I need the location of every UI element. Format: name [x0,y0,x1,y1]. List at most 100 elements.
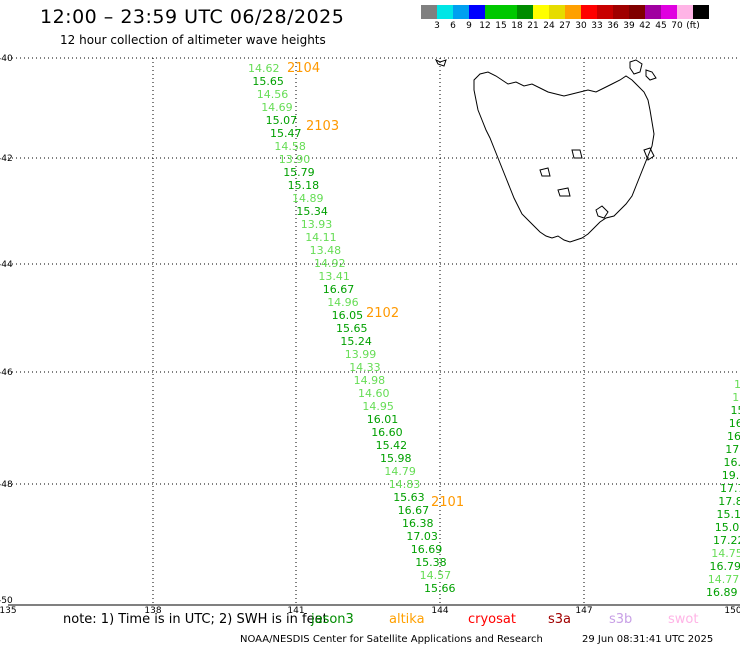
wave-height-value: 14.33 [349,361,381,374]
wave-height-value: 15 [731,404,740,417]
wave-height-value: 1 [732,391,739,404]
colorbar-swatch [629,5,645,19]
wave-height-value: 14.62 [248,62,280,75]
wave-height-value: 16.89 [706,586,738,599]
longitude-label: 138 [144,606,161,616]
latitude-label: -48 [0,480,13,490]
wave-height-value: 15.07 [266,114,298,127]
colorbar-swatch [437,5,453,19]
wave-height-value: 16.05 [332,309,364,322]
wave-height-value: 14.98 [354,374,386,387]
map-title: 12:00 – 23:59 UTC 06/28/2025 [40,6,345,28]
colorbar-swatch [469,5,485,19]
wave-height-value: 14.83 [389,478,421,491]
colorbar-label: 42 [639,21,651,31]
wave-height-value: 15.65 [336,322,368,335]
wave-height-value: 13.99 [345,348,377,361]
latitude-label: -50 [0,596,13,606]
wave-height-colorbar: 3 6 9 12 15 18 21 24 27 30 33 36 39 42 45 70 (ft) [421,5,709,33]
colorbar-swatches [421,5,709,19]
wave-height-value: 16.79 [710,560,740,573]
colorbar-swatch [453,5,469,19]
wave-height-value: 16. [724,456,740,469]
colorbar-label: 70 [671,21,683,31]
latitude-label: -42 [0,154,13,164]
pass-label: 2104 [287,61,320,76]
wave-height-value: 15.34 [296,205,328,218]
east-track-values: 1115161617.16.19.317.717.815.115.017.221… [706,378,740,599]
colorbar-swatch [501,5,517,19]
wave-height-value: 16.67 [323,283,355,296]
wave-height-value: 15.18 [288,179,320,192]
colorbar-swatch [421,5,437,19]
wave-height-value: 15.65 [252,75,284,88]
colorbar-label: 24 [543,21,555,31]
legend-item-cryosat: cryosat [468,612,516,627]
wave-height-value: 14.58 [274,140,306,153]
colorbar-label: 30 [575,21,587,31]
graticule [8,57,740,605]
wave-height-value: 19.3 [722,469,740,482]
jason3-track-values: 14.6215.6514.5614.6915.0715.4714.5813.90… [248,62,456,595]
pass-number-labels: 2104 2103 2102 2101 [287,61,464,510]
wave-height-value: 16.60 [371,426,403,439]
wave-height-value: 16.69 [411,543,443,556]
colorbar-label: 15 [495,21,507,31]
longitude-label: 150 [724,606,740,616]
colorbar-swatch [597,5,613,19]
colorbar-label: 36 [607,21,619,31]
wave-height-value: 14.77 [708,573,740,586]
colorbar-label: 45 [655,21,667,31]
wave-height-value: 13.90 [279,153,311,166]
wave-height-value: 16 [729,417,740,430]
colorbar-swatch [533,5,549,19]
wave-height-value: 15.47 [270,127,302,140]
latitude-label: -40 [0,54,13,64]
colorbar-label: 3 [434,21,440,31]
pass-label: 2103 [306,119,339,134]
wave-height-value: 14.56 [257,88,289,101]
colorbar-label: 21 [527,21,539,31]
longitude-labels: 135 138 141 144 147 150 [0,606,740,616]
colorbar-swatch [645,5,661,19]
wave-height-value: 16.38 [402,517,434,530]
credit-line: NOAA/NESDIS Center for Satellite Applica… [240,634,543,645]
wave-height-value: 17.8 [718,495,740,508]
wave-height-value: 15.0 [715,521,740,534]
wave-height-value: 14.75 [711,547,740,560]
wave-height-value: 14.96 [327,296,359,309]
wave-height-value: 15.38 [415,556,447,569]
generated-timestamp: 29 Jun 08:31:41 UTC 2025 [582,634,714,645]
colorbar-swatch [549,5,565,19]
wave-height-value: 14.11 [305,231,337,244]
pass-label: 2101 [431,495,464,510]
wave-height-value: 17.7 [720,482,740,495]
colorbar-label: 39 [623,21,635,31]
wave-height-value: 14.60 [358,387,390,400]
colorbar-swatch [677,5,693,19]
footer-note: note: 1) Time is in UTC; 2) SWH is in fe… [63,612,328,627]
colorbar-label: 9 [466,21,472,31]
latitude-labels: -40 -42 -44 -46 -48 -50 [0,54,13,606]
colorbar-label: 33 [591,21,603,31]
longitude-label: 144 [431,606,448,616]
colorbar-label: (ft) [686,21,700,31]
wave-height-value: 14.69 [261,101,293,114]
wave-height-value: 15.66 [424,582,456,595]
wave-height-value: 15.42 [376,439,408,452]
wave-height-value: 17.22 [713,534,740,547]
wave-height-value: 17.03 [406,530,438,543]
wave-height-value: 15.98 [380,452,412,465]
wave-height-value: 14.57 [420,569,452,582]
wave-height-value: 14.79 [384,465,416,478]
wave-height-value: 15.1 [717,508,740,521]
colorbar-swatch [581,5,597,19]
colorbar-swatch [613,5,629,19]
wave-height-value: 16 [727,430,740,443]
colorbar-swatch [517,5,533,19]
wave-height-value: 13.93 [301,218,333,231]
legend-item-altika: altika [389,612,425,627]
colorbar-label: 12 [479,21,491,31]
colorbar-label: 18 [511,21,523,31]
colorbar-swatch [661,5,677,19]
